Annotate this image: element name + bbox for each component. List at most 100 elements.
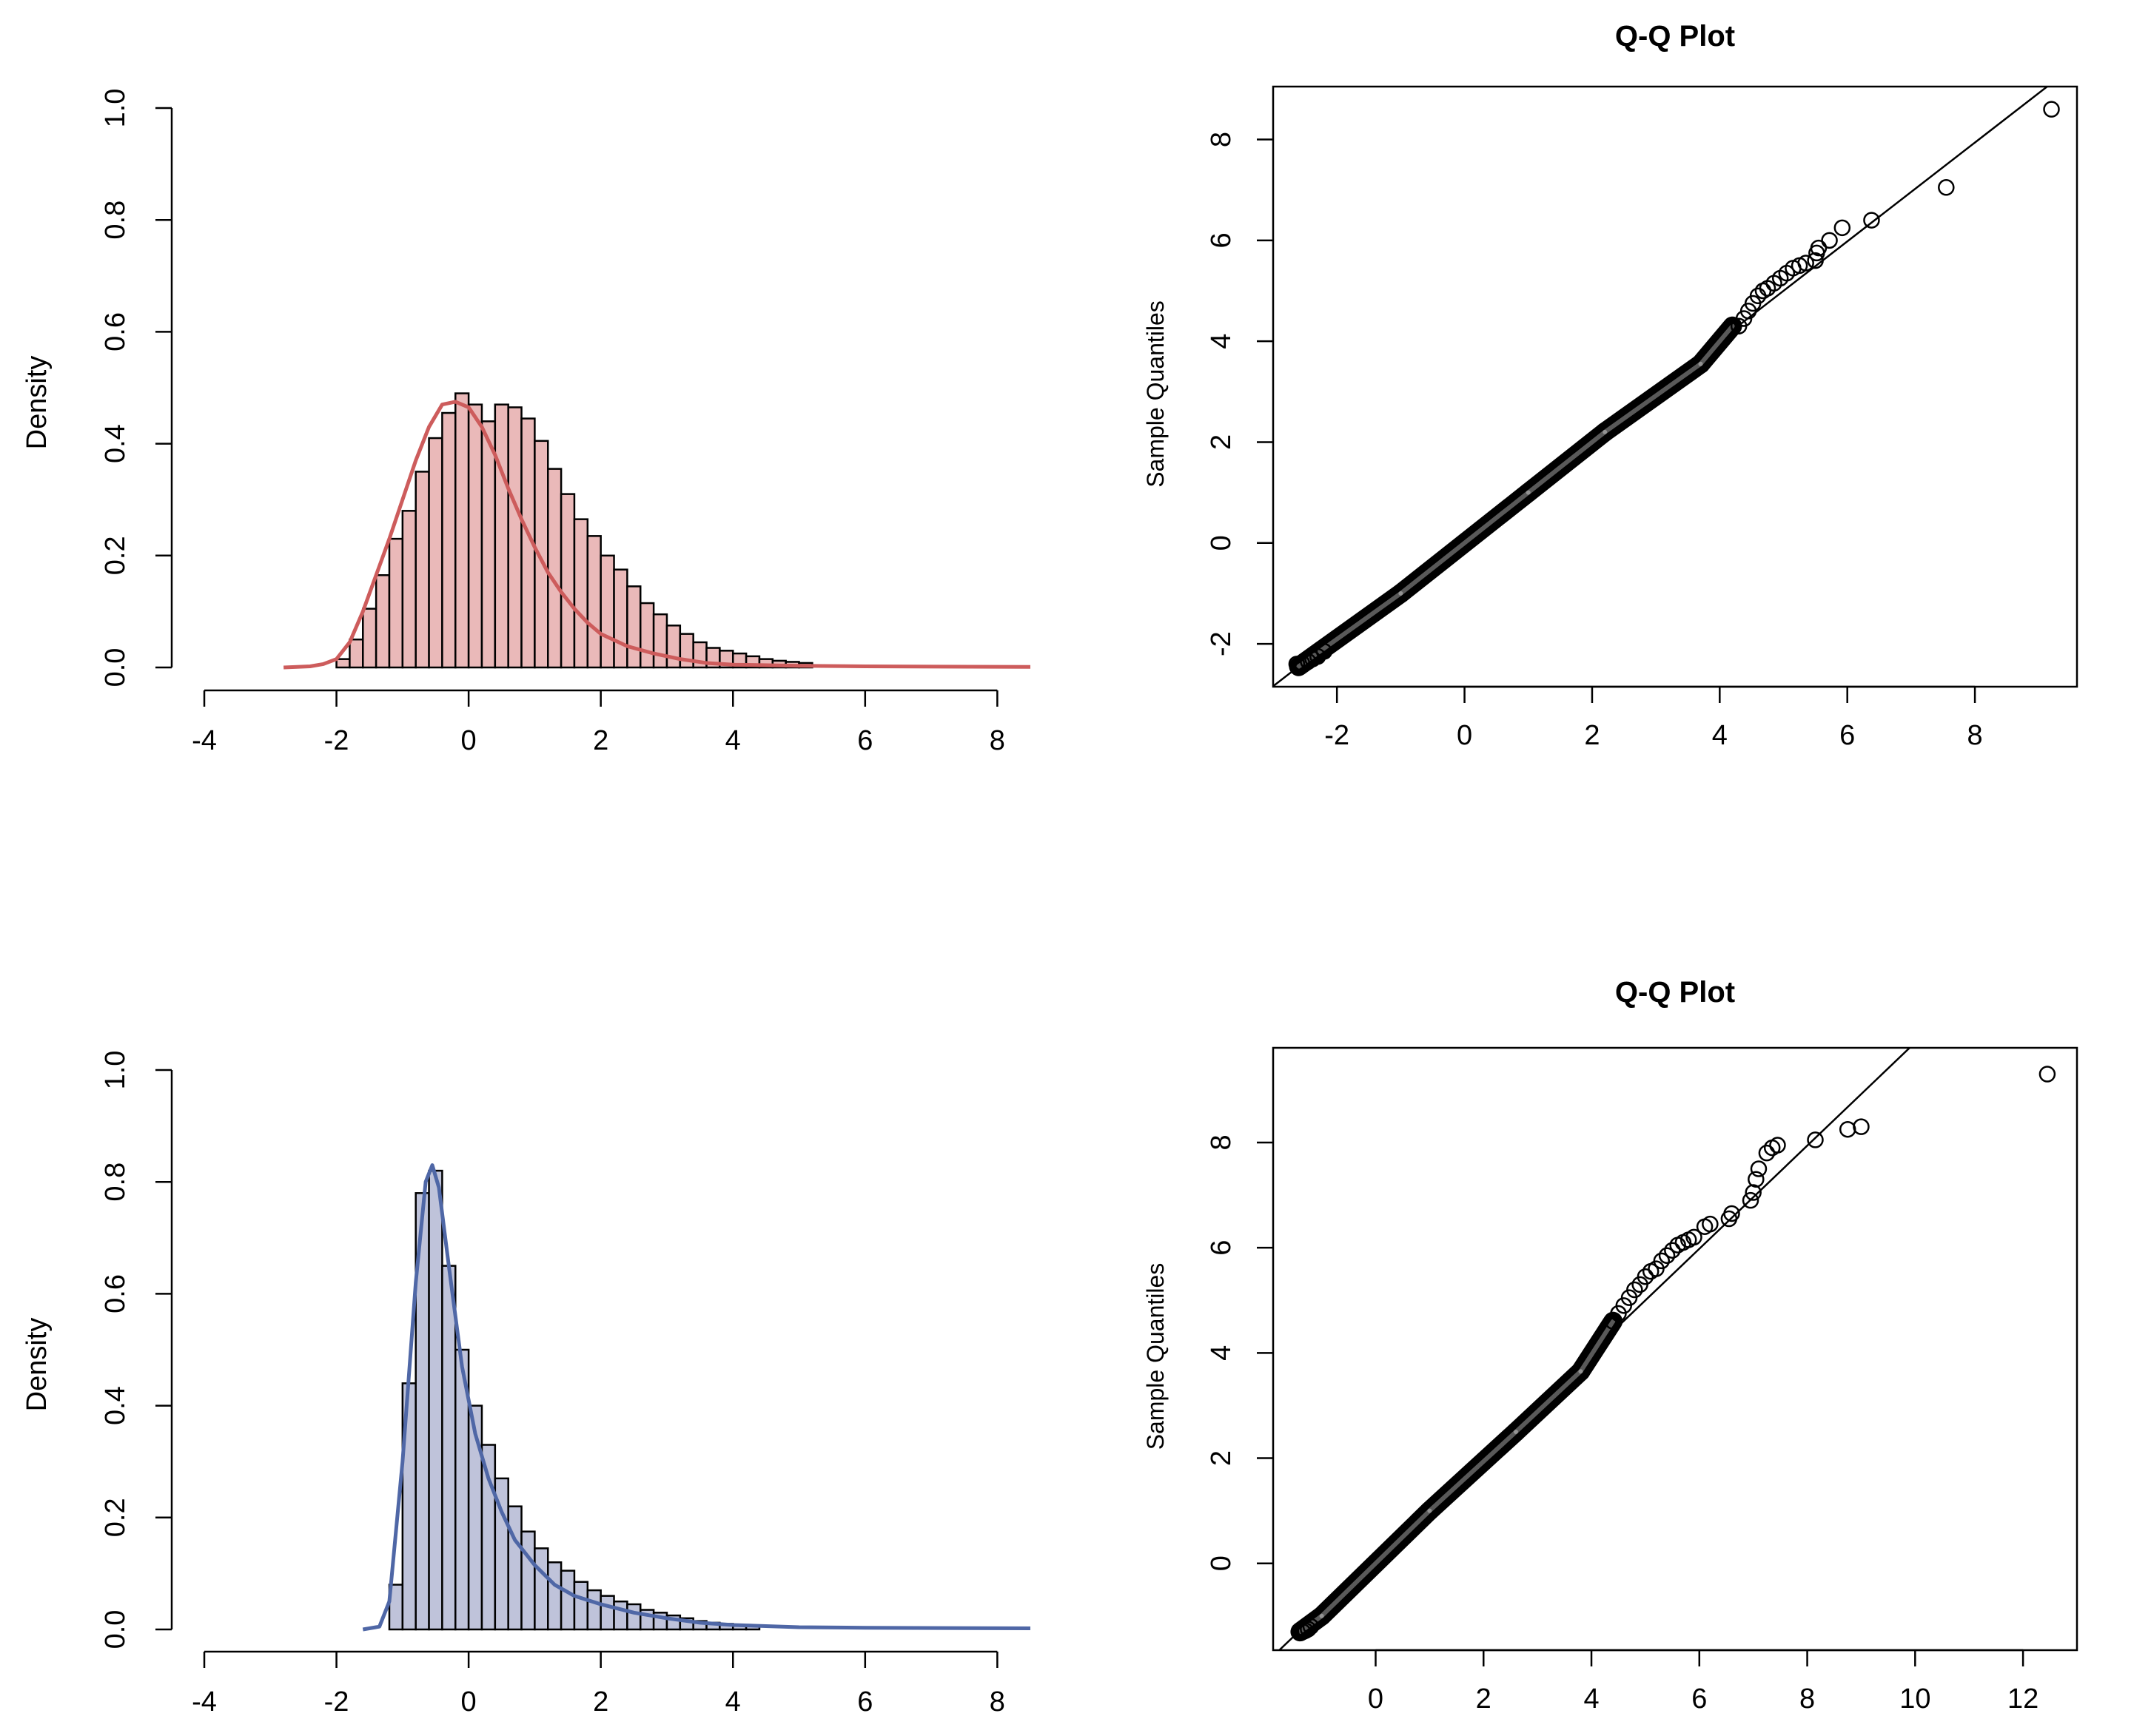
x-tick-label: 4 [1712,720,1728,751]
plot-area [1273,87,2060,687]
qq-point [1293,654,1311,672]
dense-points-band-highlight [1296,591,1403,669]
x-tick-label: 4 [1583,1683,1599,1715]
density-curve [283,400,1031,670]
dense-points-band [1289,583,1411,676]
y-tick-label: 1.0 [100,1051,131,1090]
density-curve [362,1163,1031,1632]
y-tick-label: 0 [1206,535,1237,551]
dense-points-band [1518,422,1615,502]
histogram-bar [335,658,351,669]
histogram-bar [520,1530,536,1631]
dense-points-band-highlight [1427,1429,1518,1513]
qq-point [1863,212,1880,229]
qq-point [1685,1228,1702,1246]
histogram-bar [586,1589,602,1631]
y-tick-label: 0.8 [100,201,131,240]
x-tick-label: 0 [1368,1683,1383,1715]
qq-point [1723,1205,1740,1222]
dense-points-band [1420,1422,1526,1521]
x-tick-label: 6 [1839,720,1855,751]
qq-point [1750,1160,1768,1177]
histogram-bar [613,1600,628,1631]
x-tick-label: -4 [192,725,217,756]
qq-point [1748,1171,1765,1188]
plot-area [1278,1048,2056,1650]
x-tick-label: 2 [593,725,608,756]
histogram-bar [665,625,682,669]
histogram-bar [560,1570,576,1631]
y-tick-label: 2 [1206,434,1237,450]
histogram-bar [639,602,655,669]
dense-points-band [1595,354,1711,442]
histogram-bar [534,1547,549,1631]
histogram-bar [652,613,668,669]
x-tick-label: 0 [461,1686,477,1718]
bottom-right-qq-plot: Q-Q Plot 0 2 4 6 8 10 12 0 2 4 6 8 Sample Quantiles [1142,976,2078,1715]
histogram-bar [349,638,364,669]
dense-points-band-highlight [1526,429,1608,495]
qq-point [1300,1621,1317,1638]
qq-point [1839,1120,1856,1138]
histogram-bar [428,437,443,669]
x-tick-label: 4 [725,1686,741,1718]
qq-point [1807,1131,1824,1148]
qq-point [1637,1268,1654,1285]
y-tick-label: -2 [1206,631,1237,656]
x-tick-label: 2 [1584,720,1600,751]
y-tick-label: 1.0 [100,89,131,128]
histogram-bar [507,406,523,669]
dense-points-band [1391,482,1538,603]
histogram-bar [626,1603,642,1631]
x-tick-label: 6 [857,725,873,756]
qq-point [1626,1281,1643,1299]
qq-point [1745,1184,1762,1201]
qq-point [1758,1144,1776,1162]
y-tick-label: 0.6 [100,312,131,351]
x-tick-label: 0 [461,725,477,756]
qq-point [1853,1118,1870,1135]
histogram-bar [401,510,417,669]
top-right-qq-plot: Q-Q Plot -2 0 2 4 6 8 -2 0 2 4 6 8 Sample Quantiles [1142,20,2078,751]
histogram-bar [388,537,404,669]
x-tick-label: 0 [1457,720,1472,751]
x-tick-label: -4 [192,1686,217,1718]
qq-point [1702,1215,1719,1233]
y-tick-label: 0.6 [100,1274,131,1313]
histogram-bar [547,1561,563,1631]
histogram-bar [454,392,470,669]
top-left-histogram: -4 -2 0 2 4 6 8 0.0 0.2 0.4 0.6 0.8 1.0 Density [21,89,1031,756]
y-axis-label: Density [21,1318,53,1412]
y-tick-label: 2 [1206,1450,1237,1466]
y-axis-label: Sample Quantiles [1142,300,1169,488]
y-tick-label: 8 [1206,132,1237,147]
dense-points-band-highlight [1513,1369,1583,1434]
dense-points-band-highlight [1398,490,1531,596]
plot-frame [1272,1046,2078,1652]
x-tick-label: 2 [593,1686,608,1718]
qq-point [1297,1622,1314,1639]
plot-title: Q-Q Plot [1615,976,1735,1009]
plot-title: Q-Q Plot [1615,20,1735,53]
histogram-bar [560,493,576,669]
x-tick-label: 8 [990,1686,1005,1718]
x-tick-label: 6 [1691,1683,1707,1715]
qq-point [1302,1618,1320,1635]
x-tick-label: 6 [857,1686,873,1718]
histogram-bar [441,1265,457,1631]
qq-point [2038,1066,2056,1083]
qq-point [1938,179,1955,196]
x-tick-label: 8 [1967,720,1983,751]
dense-points-band [1691,316,1742,374]
histogram-bar [600,1595,615,1631]
y-tick-label: 0.2 [100,536,131,575]
y-tick-label: 0 [1206,1555,1237,1571]
qq-point [1821,232,1838,249]
dense-points-band [1571,1311,1623,1382]
histogram-bar [626,585,642,669]
qq-point [1653,1252,1671,1270]
dense-points-band [1506,1362,1591,1441]
histogram-bar [586,535,602,669]
x-tick-label: -2 [324,725,349,756]
histogram-bar [613,568,628,669]
